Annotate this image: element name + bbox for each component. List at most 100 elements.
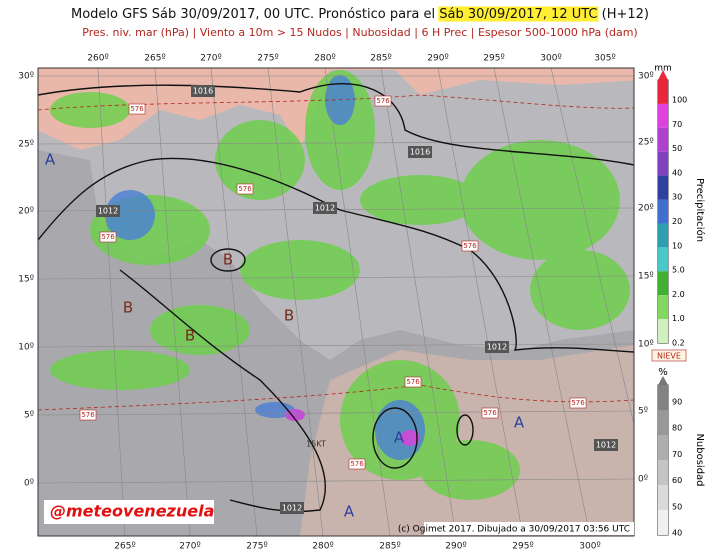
thickness-label: 576: [483, 409, 497, 417]
isobar-box: [191, 85, 215, 97]
cloud-swatch: [658, 385, 668, 410]
lon-label: 300º: [579, 542, 600, 552]
lat-label: 0º: [24, 479, 34, 489]
isobar-label: 1012: [315, 204, 335, 213]
precip-swatch: [658, 271, 668, 296]
precip-swatch: [658, 103, 668, 128]
thickness-label: 576: [101, 233, 115, 241]
thickness-label: 576: [130, 105, 144, 113]
lat-label: 30º: [638, 72, 654, 82]
isobar-box: [485, 341, 509, 353]
cloud-arrow: [658, 376, 668, 385]
title: Modelo GFS Sáb 30/09/2017, 00 UTC. Pronó…: [71, 7, 649, 22]
precip-swatch: [658, 80, 668, 104]
lon-label: 280º: [312, 542, 333, 552]
lon-label: 280º: [314, 54, 335, 64]
cloud-unit: %: [658, 367, 668, 378]
cloud-level: 40: [672, 529, 682, 538]
lat-label: 10º: [638, 340, 654, 350]
lon-label: 295º: [512, 542, 533, 552]
title-valid-time: Sáb 30/09/2017, 12 UTC: [439, 7, 597, 22]
precip-level: 10: [672, 241, 682, 250]
isobar-label: 1012: [487, 343, 507, 352]
lon-label: 265º: [114, 542, 135, 552]
cloud-level: 80: [672, 424, 682, 433]
precip-level: 5.0: [672, 266, 685, 275]
thickness-label: 576: [376, 97, 390, 105]
cloud-level: 90: [672, 398, 682, 407]
watermark: @meteovenezuela: [50, 502, 214, 521]
thickness-box: [569, 397, 587, 409]
lat-label: 0º: [638, 475, 648, 485]
map: [38, 68, 634, 536]
isobar-box: [280, 502, 304, 514]
pressure-center: B: [123, 299, 133, 317]
cloud-title: Nubosidad: [694, 433, 705, 486]
thickness-box: [404, 376, 422, 388]
precip-arrow: [658, 70, 668, 80]
precip-swatch: [658, 295, 668, 320]
thickness-label: 576: [463, 242, 477, 250]
precip-level: 2.0: [672, 290, 685, 299]
precip-swatch: [658, 127, 668, 152]
thickness-box: [128, 103, 146, 115]
isobar-box: [313, 202, 337, 214]
precip-swatch: [658, 223, 668, 248]
precip-level: 0.2: [672, 339, 685, 348]
isobar-label: 1012: [282, 504, 302, 513]
precip-swatch: [658, 319, 668, 343]
lat-label: 20º: [18, 207, 34, 217]
isobar-label: 1016: [410, 148, 430, 157]
pressure-center: A: [344, 503, 355, 521]
isobar-box: [96, 205, 120, 217]
thickness-label: 576: [81, 411, 95, 419]
cloud-swatch: [658, 510, 668, 535]
precip-level: 30: [672, 193, 682, 202]
lon-label: 295º: [483, 54, 504, 64]
watermark-bg: [44, 500, 214, 524]
cloud-swatch: [658, 485, 668, 510]
lat-label: 25º: [638, 138, 654, 148]
pressure-center: B: [223, 251, 233, 269]
thickness-label: 576: [238, 185, 252, 193]
pressure-center: B: [185, 327, 195, 345]
lon-label: 300º: [540, 54, 561, 64]
lat-label: 30º: [18, 72, 34, 82]
precip-level: 50: [672, 144, 682, 153]
lat-label: 5º: [24, 411, 34, 421]
precip-swatch: [658, 247, 668, 272]
thickness-box: [461, 240, 479, 252]
thickness-box: [374, 95, 392, 107]
precip-level: 1.0: [672, 314, 685, 323]
cloud-level: 70: [672, 450, 682, 459]
lon-label: 260º: [87, 54, 108, 64]
lat-label: 15º: [18, 275, 34, 285]
map-frame: [37, 67, 635, 537]
pressure-center: A: [45, 151, 56, 169]
cloud-level: 60: [672, 476, 682, 485]
lon-label: 275º: [246, 542, 267, 552]
precip-level: 40: [672, 168, 682, 177]
isobar-box: [594, 439, 618, 451]
snow-box: [651, 349, 687, 362]
precip-swatch: [658, 199, 668, 224]
thickness-box: [79, 409, 97, 421]
cloud-swatch: [658, 460, 668, 485]
lat-label: 25º: [18, 140, 34, 150]
credit: (c) Ogimet 2017. Dibujado a 30/09/2017 0…: [398, 525, 630, 535]
snow-label: NIEVE: [657, 352, 681, 361]
lon-label: 275º: [257, 54, 278, 64]
lat-label: 5º: [638, 407, 648, 417]
pressure-center: A: [514, 414, 525, 432]
thickness-box: [481, 407, 499, 419]
wind-scale-label: 15KT: [306, 440, 326, 449]
isobar-label: 1012: [98, 207, 118, 216]
thickness-box: [99, 231, 117, 243]
pressure-center: A: [394, 429, 405, 447]
cloud-swatch: [658, 410, 668, 435]
lon-label: 270º: [200, 54, 221, 64]
lon-label: 285º: [370, 54, 391, 64]
precip-unit: mm: [654, 64, 672, 74]
cloud-level: 50: [672, 502, 682, 511]
